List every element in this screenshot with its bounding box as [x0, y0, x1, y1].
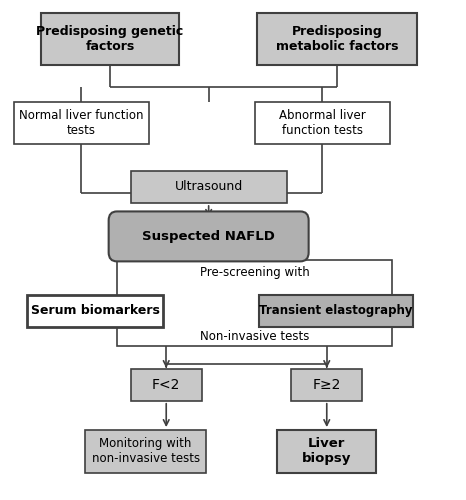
FancyBboxPatch shape: [27, 294, 163, 326]
FancyBboxPatch shape: [109, 212, 308, 262]
FancyBboxPatch shape: [130, 171, 287, 203]
FancyBboxPatch shape: [41, 12, 179, 64]
Text: Serum biomarkers: Serum biomarkers: [31, 304, 159, 317]
FancyBboxPatch shape: [277, 430, 376, 472]
FancyBboxPatch shape: [257, 12, 418, 64]
Text: Ultrasound: Ultrasound: [175, 180, 243, 194]
FancyBboxPatch shape: [254, 102, 390, 143]
Text: Pre-screening with: Pre-screening with: [199, 266, 309, 279]
Text: Monitoring with
non-invasive tests: Monitoring with non-invasive tests: [91, 438, 199, 466]
FancyBboxPatch shape: [130, 368, 202, 401]
Text: Abnormal liver
function tests: Abnormal liver function tests: [279, 108, 365, 136]
FancyBboxPatch shape: [291, 368, 362, 401]
FancyBboxPatch shape: [259, 294, 413, 326]
Text: Non-invasive tests: Non-invasive tests: [200, 330, 309, 343]
FancyBboxPatch shape: [14, 102, 149, 143]
FancyBboxPatch shape: [85, 430, 206, 472]
Text: Predisposing genetic
factors: Predisposing genetic factors: [36, 24, 184, 52]
Text: Liver
biopsy: Liver biopsy: [302, 438, 351, 466]
Text: Normal liver function
tests: Normal liver function tests: [19, 108, 144, 136]
Text: Suspected NAFLD: Suspected NAFLD: [142, 230, 275, 243]
Text: F≥2: F≥2: [313, 378, 341, 392]
Text: F<2: F<2: [152, 378, 180, 392]
Text: Transient elastography: Transient elastography: [259, 304, 413, 317]
FancyBboxPatch shape: [117, 260, 392, 346]
Text: Predisposing
metabolic factors: Predisposing metabolic factors: [276, 24, 398, 52]
